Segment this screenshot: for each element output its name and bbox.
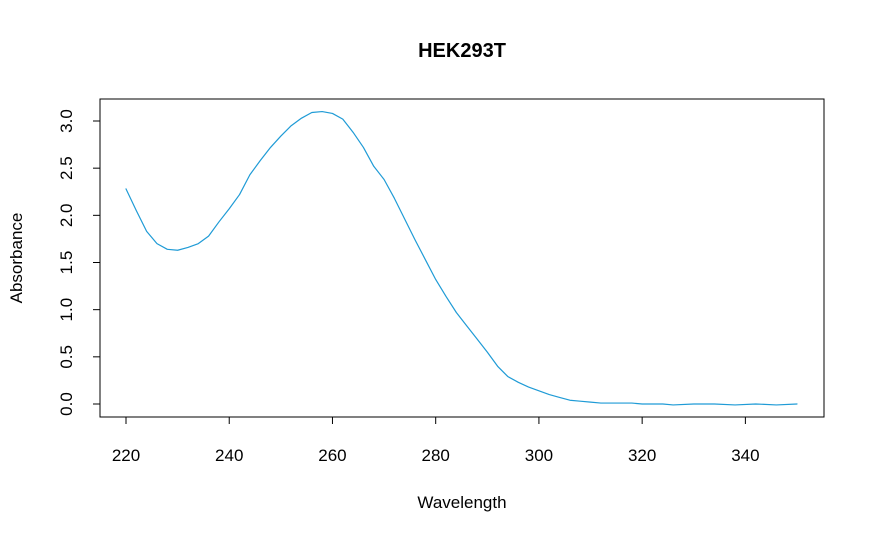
- x-tick-label: 320: [628, 446, 656, 465]
- plot-frame: [99, 98, 825, 418]
- x-tick-label: 280: [422, 446, 450, 465]
- x-tick-label: 340: [731, 446, 759, 465]
- x-tick-label: 260: [318, 446, 346, 465]
- series-line: [125, 110, 798, 406]
- y-tick-label: 1.5: [57, 251, 76, 275]
- y-tick-label: 2.5: [57, 156, 76, 180]
- chart-title: HEK293T: [418, 40, 506, 62]
- x-tick-label: 300: [525, 446, 553, 465]
- y-tick-label: 1.0: [57, 298, 76, 322]
- x-axis: 220 240 260 280 300 320 340: [112, 416, 760, 465]
- y-axis-label: Absorbance: [7, 213, 26, 304]
- y-tick-label: 3.0: [57, 109, 76, 133]
- y-tick-label: 2.0: [57, 204, 76, 228]
- series-group: [125, 110, 798, 406]
- x-tick-label: 220: [112, 446, 140, 465]
- y-axis: 0.0 0.5 1.0 1.5 2.0 2.5 3.0: [57, 109, 101, 416]
- x-tick-label: 240: [215, 446, 243, 465]
- x-axis-label: Wavelength: [417, 493, 506, 512]
- y-tick-label: 0.5: [57, 345, 76, 369]
- y-tick-label: 0.0: [57, 392, 76, 416]
